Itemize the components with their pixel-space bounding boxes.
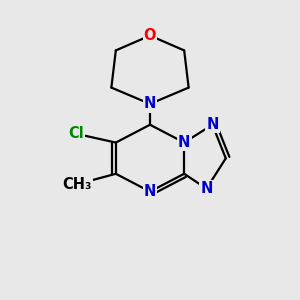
- Text: CH₃: CH₃: [62, 177, 92, 192]
- Text: Cl: Cl: [68, 126, 84, 141]
- Text: N: N: [178, 135, 190, 150]
- Text: O: O: [144, 28, 156, 43]
- Text: N: N: [144, 184, 156, 199]
- Text: N: N: [206, 117, 219, 132]
- Text: N: N: [200, 181, 213, 196]
- Text: N: N: [144, 96, 156, 111]
